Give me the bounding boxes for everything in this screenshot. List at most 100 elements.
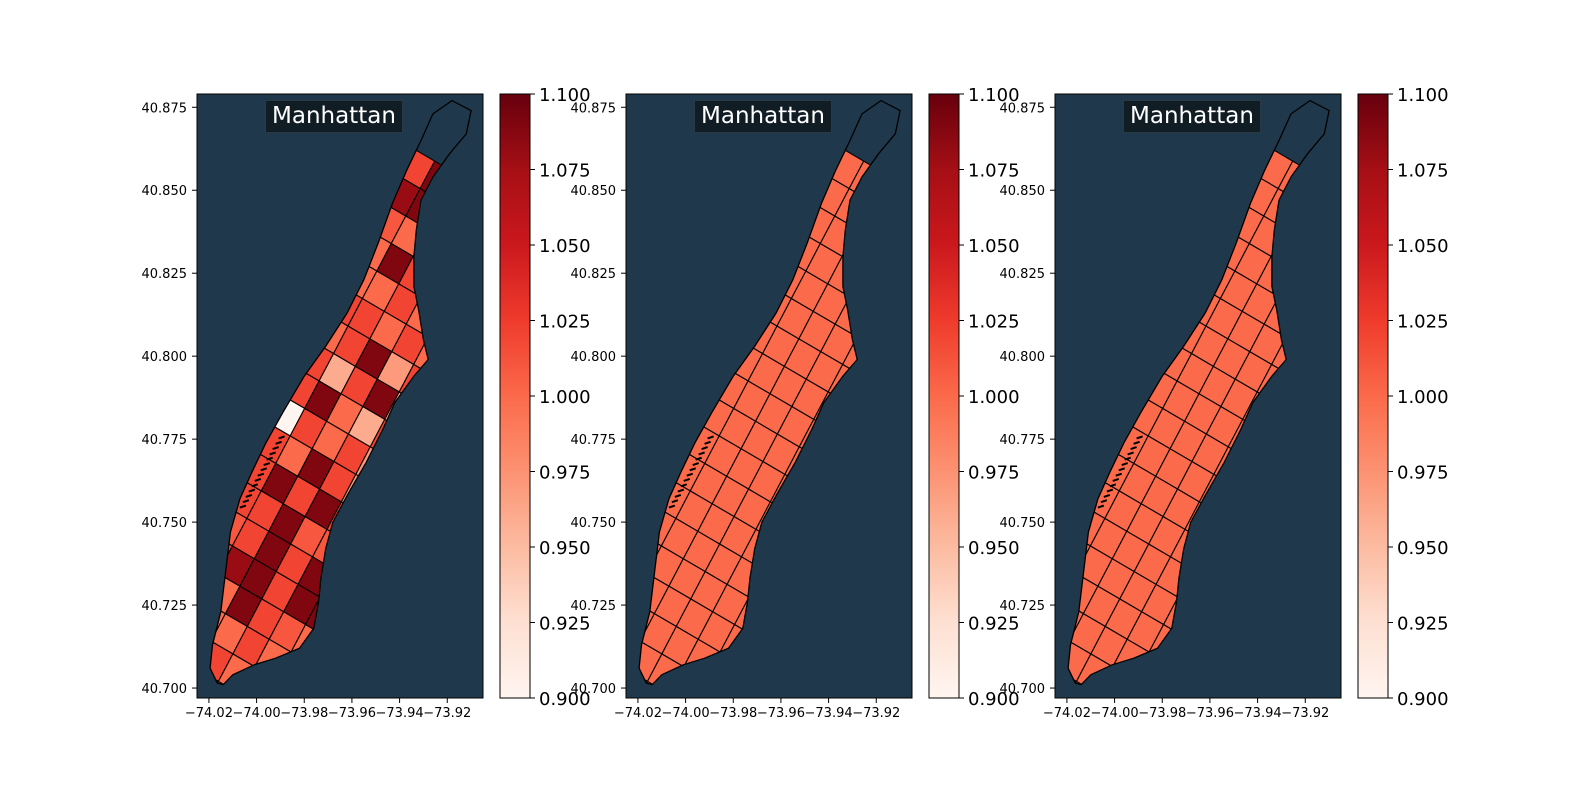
pier	[1136, 435, 1143, 440]
x-tick-label: −74.00	[233, 706, 281, 721]
colorbar-tick-label: 0.925	[539, 614, 591, 635]
map-title-2: Manhattan	[694, 100, 832, 133]
y-tick-label: 40.825	[142, 267, 188, 282]
y-tick-label: 40.850	[142, 184, 188, 199]
pier	[260, 467, 268, 472]
colorbar-tick-label: 0.975	[968, 463, 1020, 484]
axes-frame	[196, 93, 484, 699]
y-tick-label: 40.725	[1000, 599, 1046, 614]
pier	[245, 493, 253, 498]
y-tick-label: 40.725	[142, 599, 188, 614]
colorbar-tick-label: 1.025	[968, 312, 1020, 333]
colorbar-tick-label: 1.050	[968, 236, 1020, 257]
y-tick-label: 40.875	[571, 101, 617, 116]
colorbar-tick-label: 0.975	[1397, 463, 1449, 484]
pier	[698, 451, 705, 456]
x-tick-label: −73.92	[852, 706, 900, 721]
y-tick-label: 40.775	[1000, 433, 1046, 448]
colorbar-tick-label: 1.000	[968, 387, 1020, 408]
island-outline	[209, 99, 472, 686]
x-tick-label: −73.94	[805, 706, 853, 721]
x-tick-label: −73.96	[1186, 706, 1234, 721]
map-title-1: Manhattan	[265, 100, 403, 133]
pier	[1121, 462, 1129, 466]
x-tick-label: −73.94	[1234, 706, 1282, 721]
colorbar-tick-label: 1.000	[539, 387, 591, 408]
y-tick-label: 40.875	[1000, 101, 1046, 116]
colorbar-tick-label: 1.075	[1397, 161, 1449, 182]
pier	[1130, 446, 1137, 451]
colorbar	[499, 93, 531, 699]
x-tick-label: −73.98	[1138, 706, 1186, 721]
x-tick-label: −73.98	[709, 706, 757, 721]
pier	[278, 435, 285, 440]
y-tick-label: 40.825	[1000, 267, 1046, 282]
pier	[275, 440, 282, 445]
pier	[1109, 483, 1117, 488]
pier	[1097, 504, 1105, 509]
x-tick-label: −73.96	[328, 706, 376, 721]
colorbar-tick-label: 0.950	[1397, 538, 1449, 559]
colorbar-tick-label: 1.075	[539, 161, 591, 182]
y-tick-label: 40.775	[142, 433, 188, 448]
y-tick-label: 40.700	[142, 682, 188, 697]
colorbar-tick-label: 1.100	[1397, 85, 1449, 106]
x-tick-label: −74.00	[662, 706, 710, 721]
colorbar-tick-label: 0.925	[1397, 614, 1449, 635]
pier	[668, 504, 676, 509]
x-tick-label: −74.02	[185, 706, 233, 721]
pier	[704, 440, 711, 445]
x-tick-label: −74.00	[1091, 706, 1139, 721]
pier	[254, 478, 262, 482]
pier	[686, 472, 694, 477]
pier	[239, 504, 247, 509]
pier	[257, 472, 265, 477]
colorbar	[928, 93, 960, 699]
pier	[1100, 499, 1108, 504]
pier	[683, 478, 691, 482]
axes-frame	[1054, 93, 1342, 699]
y-tick-label: 40.850	[571, 184, 617, 199]
colorbar-tick-label: 0.900	[539, 689, 591, 710]
pier	[1106, 488, 1114, 493]
island-outline	[638, 99, 901, 686]
y-tick-label: 40.700	[571, 682, 617, 697]
x-tick-label: −74.02	[1043, 706, 1091, 721]
pier	[242, 499, 250, 504]
pier	[1118, 467, 1126, 472]
colorbar-tick-label: 0.950	[539, 538, 591, 559]
colorbar-tick-label: 0.975	[539, 463, 591, 484]
map-panel-3: −74.02 −74.00 −73.98 −73.96 −73.94 −73.92 40.7…	[1000, 85, 1449, 721]
pier	[251, 483, 259, 488]
x-tick-label: −73.94	[376, 706, 424, 721]
x-tick-label: −73.92	[423, 706, 471, 721]
pier	[1124, 456, 1131, 461]
colorbar-tick-label: 0.950	[968, 538, 1020, 559]
pier	[695, 456, 702, 461]
pier	[707, 435, 714, 440]
colorbar	[1357, 93, 1389, 699]
y-tick-label: 40.750	[142, 516, 188, 531]
colorbar-tick-label: 1.050	[539, 236, 591, 257]
pier	[677, 488, 685, 493]
colorbar-tick-label: 0.900	[968, 689, 1020, 710]
colorbar-tick-label: 1.000	[1397, 387, 1449, 408]
map-title-3: Manhattan	[1123, 100, 1261, 133]
colorbar-tick-label: 1.075	[968, 161, 1020, 182]
map-panel-2: −74.02 −74.00 −73.98 −73.96 −73.94 −73.92 40.7…	[571, 85, 1020, 721]
x-tick-label: −73.96	[757, 706, 805, 721]
pier	[701, 446, 708, 451]
pier	[248, 488, 256, 493]
pier	[674, 493, 682, 498]
pier	[671, 499, 679, 504]
pier	[266, 456, 273, 461]
y-tick-label: 40.775	[571, 433, 617, 448]
pier	[680, 483, 688, 488]
y-tick-label: 40.800	[1000, 350, 1046, 365]
pier	[269, 451, 276, 456]
pier	[1133, 440, 1140, 445]
pier	[1127, 451, 1134, 456]
x-tick-label: −73.98	[280, 706, 328, 721]
x-tick-label: −73.92	[1281, 706, 1329, 721]
